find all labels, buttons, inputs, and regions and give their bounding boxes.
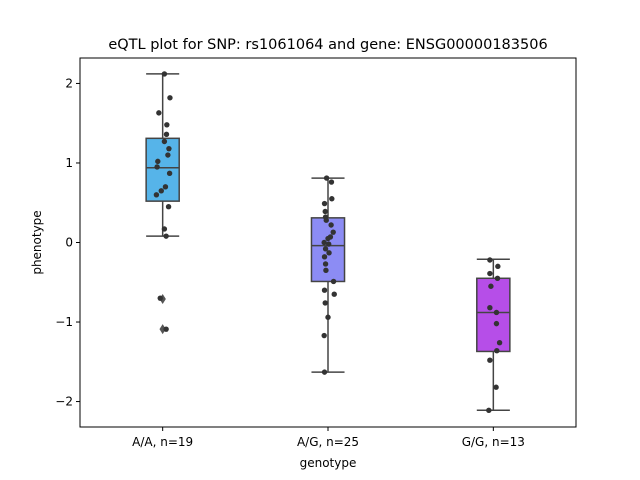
data-point — [321, 239, 327, 246]
data-point — [158, 188, 164, 194]
data-point — [328, 179, 335, 185]
data-point — [495, 263, 501, 270]
data-point — [330, 278, 337, 285]
data-point — [493, 384, 499, 390]
data-point — [494, 275, 501, 281]
data-point — [496, 340, 503, 346]
data-point — [166, 145, 172, 152]
data-point — [493, 320, 500, 327]
data-point — [325, 314, 331, 320]
data-point — [164, 122, 170, 128]
y-tick-label: 2 — [65, 76, 73, 90]
data-point — [167, 95, 173, 101]
data-point — [487, 257, 493, 263]
x-tick-label: A/G, n=25 — [297, 435, 359, 449]
data-point — [494, 347, 500, 354]
box-group-1 — [310, 177, 346, 373]
y-tick-label: 0 — [65, 236, 73, 250]
data-point — [321, 254, 328, 260]
x-tick-label: G/G, n=13 — [462, 435, 525, 449]
plot-area — [145, 71, 511, 413]
data-point — [155, 158, 161, 165]
data-point — [165, 204, 172, 210]
box-iqr — [476, 277, 511, 353]
data-point — [321, 332, 327, 339]
data-point — [161, 226, 168, 232]
x-tick-label: A/A, n=19 — [132, 435, 193, 449]
data-point — [493, 309, 500, 316]
data-point — [487, 270, 493, 277]
data-point — [321, 369, 328, 375]
outlier-marker — [159, 324, 166, 335]
box-group-2 — [476, 258, 511, 412]
data-point — [322, 300, 328, 306]
data-point — [487, 357, 493, 363]
x-axis: A/A, n=19 A/G, n=25 G/G, n=13 — [132, 427, 525, 449]
data-point — [326, 250, 332, 256]
data-point — [163, 131, 170, 138]
y-tick-label: 1 — [65, 156, 73, 170]
data-point — [329, 196, 335, 202]
data-point — [161, 138, 168, 145]
data-point — [165, 152, 171, 158]
data-point — [488, 283, 494, 289]
y-tick-label: −2 — [55, 395, 73, 409]
data-point — [325, 235, 331, 242]
data-point — [321, 287, 328, 293]
data-point — [163, 233, 169, 239]
data-point — [162, 184, 169, 190]
data-point — [154, 164, 160, 170]
data-point — [322, 261, 329, 267]
y-axis: −2 −1 0 1 2 — [55, 76, 80, 409]
data-point — [166, 170, 173, 177]
data-point — [163, 326, 169, 332]
data-point — [161, 71, 168, 77]
chart-title: eQTL plot for SNP: rs1061064 and gene: E… — [108, 37, 547, 53]
data-point — [322, 208, 328, 215]
data-point — [157, 295, 163, 301]
data-point — [322, 246, 329, 252]
data-point — [486, 407, 492, 413]
data-point — [328, 222, 334, 228]
data-point — [330, 229, 336, 235]
x-axis-label: genotype — [300, 456, 357, 470]
data-point — [153, 192, 160, 198]
y-tick-label: −1 — [55, 315, 73, 329]
data-point — [323, 175, 330, 181]
data-point — [321, 200, 328, 207]
data-point — [323, 267, 329, 274]
data-point — [487, 305, 493, 311]
data-point — [323, 217, 329, 223]
y-axis-label: phenotype — [30, 210, 44, 274]
data-point — [325, 241, 332, 247]
data-point — [156, 110, 162, 116]
box-group-0 — [145, 73, 180, 335]
data-point — [331, 291, 337, 297]
